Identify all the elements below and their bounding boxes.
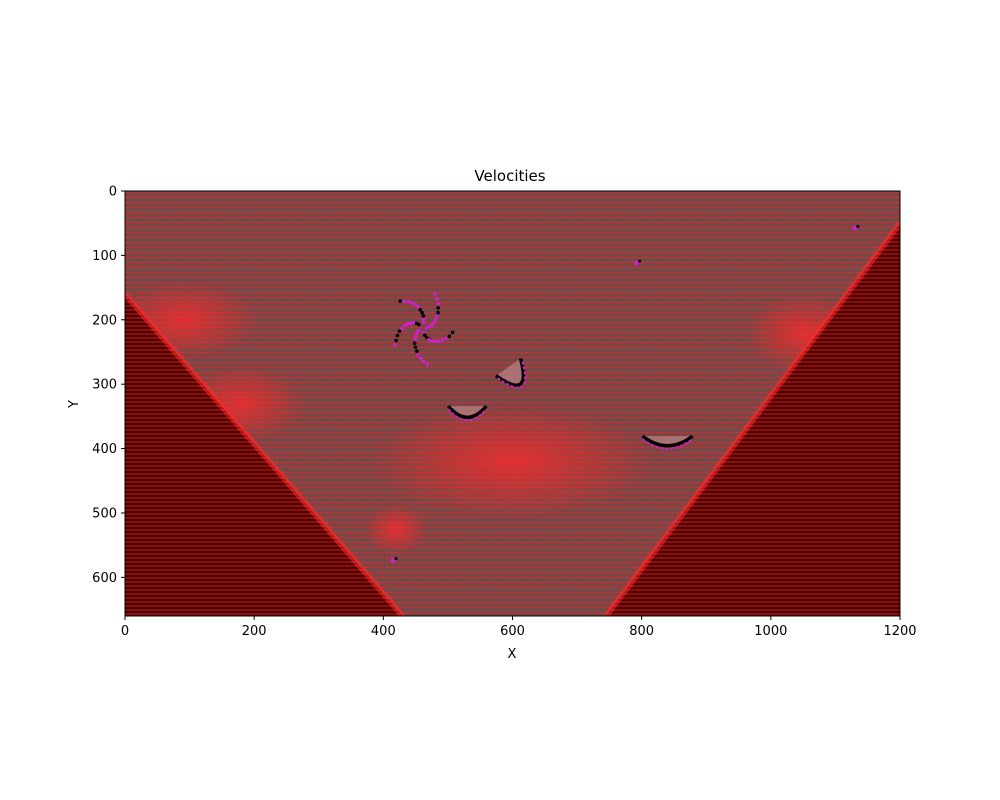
- spot-dot: [638, 259, 641, 263]
- x-tick-label: 600: [500, 624, 525, 639]
- glow-1: [363, 503, 429, 555]
- cluster-dot: [418, 307, 422, 312]
- x-tick-label: 1200: [883, 624, 916, 639]
- cluster-dot: [402, 323, 407, 328]
- cluster-dot: [435, 296, 440, 301]
- cluster-dot: [392, 342, 397, 347]
- cluster-dot: [440, 338, 445, 343]
- spot-dot: [852, 225, 858, 231]
- x-tick-label: 800: [629, 624, 654, 639]
- feature-arc-b: [446, 404, 488, 422]
- cluster-dot: [433, 291, 437, 296]
- spot-dot: [394, 557, 398, 561]
- masked-edge-left-wedge: [125, 292, 405, 616]
- cluster-dot: [408, 321, 413, 325]
- cluster-dot: [431, 321, 436, 325]
- y-axis: 0 100 200 300 400 500 600: [92, 185, 125, 586]
- cluster-dot: [433, 318, 438, 322]
- cluster-dot: [400, 326, 404, 331]
- cluster-dot: [413, 302, 417, 307]
- feature-arc-c: [494, 358, 527, 389]
- cluster-dot: [415, 331, 419, 335]
- cluster-dot: [427, 337, 431, 342]
- feature-spot-f: [852, 224, 860, 231]
- x-axis: 0 200 400 600 800 1000 1200: [121, 616, 917, 639]
- x-tick-label: 400: [371, 624, 396, 639]
- cluster-dot: [413, 337, 417, 342]
- cluster-dot: [406, 299, 411, 304]
- cluster-dot: [421, 314, 426, 318]
- cluster-dot: [425, 362, 430, 367]
- x-tick-label: 0: [121, 624, 129, 639]
- arc-contour: [641, 434, 694, 448]
- arc-contour: [494, 358, 526, 387]
- arc-highlight: [641, 438, 694, 450]
- cluster-dot: [397, 329, 402, 333]
- cluster-dot: [394, 338, 398, 343]
- cluster-dot: [436, 306, 441, 310]
- cluster-dot: [402, 299, 406, 304]
- y-tick-label: 500: [92, 506, 117, 521]
- spot-dot: [390, 558, 396, 564]
- plot-area: [125, 191, 900, 616]
- cluster-dot: [430, 339, 434, 343]
- cluster-dot: [447, 334, 452, 339]
- cluster-dot: [416, 304, 421, 309]
- y-tick-label: 0: [109, 185, 117, 200]
- cluster-dot: [415, 349, 419, 353]
- y-tick-label: 300: [92, 378, 117, 393]
- cluster-dot: [436, 302, 441, 306]
- cluster-dot: [421, 330, 426, 335]
- y-tick-label: 600: [92, 571, 117, 586]
- cluster-dot: [421, 317, 426, 322]
- masked-regions: [125, 221, 900, 616]
- spot-dot: [634, 260, 639, 266]
- cluster-dot: [413, 345, 418, 349]
- cluster-dot: [444, 336, 448, 340]
- cluster-dot: [422, 333, 427, 338]
- cluster-dot: [420, 310, 424, 315]
- arc-highlight: [497, 360, 527, 389]
- cluster-dot: [433, 339, 438, 343]
- cluster-dot: [419, 356, 423, 361]
- x-axis-label: X: [508, 647, 517, 662]
- x-tick-label: 200: [242, 624, 267, 639]
- feature-cluster-a: [392, 291, 455, 367]
- arc-contour: [446, 404, 488, 420]
- glow-5: [370, 403, 655, 520]
- y-tick-label: 400: [92, 442, 117, 457]
- cluster-dot: [395, 333, 400, 338]
- feature-spot-g: [390, 557, 398, 564]
- feature-spot-e: [634, 259, 641, 266]
- cluster-dot: [413, 334, 418, 338]
- x-tick-label: 1000: [754, 624, 787, 639]
- cluster-dot: [421, 320, 426, 325]
- feature-markers: [390, 224, 860, 564]
- arc-highlight: [447, 408, 488, 422]
- cluster-dot: [416, 353, 420, 357]
- y-tick-label: 100: [92, 249, 117, 264]
- spot-dot: [856, 224, 860, 228]
- cluster-dot: [416, 322, 421, 327]
- cluster-dot: [398, 299, 403, 303]
- cluster-dot: [436, 310, 440, 315]
- masked-edge-right-wedge: [603, 221, 900, 616]
- cluster-dot: [436, 339, 441, 344]
- cluster-dot: [405, 321, 410, 326]
- cluster-dot: [411, 320, 416, 325]
- cluster-dot: [424, 325, 429, 330]
- feature-arc-d: [641, 434, 694, 450]
- cluster-dot: [421, 359, 426, 364]
- y-tick-label: 200: [92, 313, 117, 328]
- chart-title: Velocities: [474, 167, 545, 185]
- y-axis-label: Y: [67, 400, 82, 409]
- cluster-dot: [412, 341, 417, 345]
- cluster-dot: [409, 301, 414, 305]
- cluster-dot: [435, 314, 439, 318]
- cluster-dot: [450, 330, 455, 335]
